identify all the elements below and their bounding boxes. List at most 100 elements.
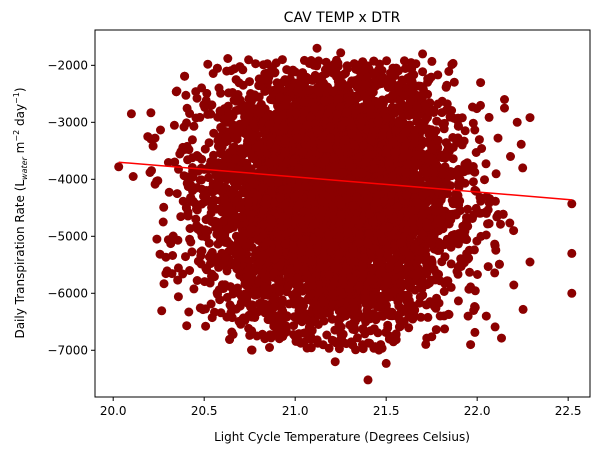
data-point: [518, 304, 528, 314]
data-point: [497, 333, 506, 343]
data-point: [208, 187, 218, 197]
data-point: [429, 264, 439, 274]
data-point: [383, 323, 393, 333]
data-point: [173, 263, 183, 273]
data-point: [181, 90, 191, 100]
data-point: [199, 100, 209, 110]
data-point: [204, 173, 214, 183]
data-point: [416, 312, 426, 322]
data-point: [465, 267, 475, 277]
data-point: [470, 327, 480, 337]
data-point: [415, 91, 425, 101]
data-point: [161, 269, 171, 279]
data-point: [433, 70, 443, 80]
data-point: [169, 120, 179, 130]
data-point: [251, 59, 261, 69]
data-point: [431, 325, 441, 335]
data-point: [161, 252, 171, 262]
data-point: [424, 75, 434, 84]
data-point: [295, 69, 305, 79]
data-point: [352, 314, 362, 323]
data-point: [187, 247, 197, 257]
data-point: [173, 235, 183, 245]
data-point: [432, 116, 442, 126]
data-point: [444, 66, 454, 76]
data-point: [197, 184, 207, 194]
data-point: [490, 322, 500, 332]
data-point: [481, 159, 491, 169]
data-point: [459, 167, 469, 177]
data-point: [146, 108, 156, 118]
data-point: [192, 276, 202, 285]
data-point: [259, 290, 269, 300]
data-point: [201, 321, 211, 331]
data-point: [164, 187, 174, 197]
data-point: [229, 64, 239, 74]
data-point: [481, 230, 491, 240]
data-point: [299, 55, 309, 65]
data-point: [156, 125, 165, 135]
data-point: [490, 241, 500, 251]
data-point: [343, 81, 353, 91]
data-point: [197, 83, 207, 93]
data-point: [423, 312, 433, 322]
data-point: [173, 292, 183, 302]
data-point: [210, 307, 219, 317]
data-point: [472, 104, 482, 114]
data-point: [446, 259, 456, 269]
data-point: [484, 112, 494, 122]
data-points: [114, 43, 577, 385]
data-point: [207, 100, 217, 110]
data-point: [245, 330, 255, 340]
data-point: [418, 290, 428, 300]
data-point: [263, 315, 273, 325]
data-point: [182, 321, 192, 331]
data-point: [474, 135, 484, 145]
data-point: [463, 204, 473, 214]
data-point: [506, 152, 515, 161]
data-point: [159, 279, 169, 289]
data-point: [192, 93, 202, 103]
data-point: [334, 344, 344, 354]
data-point: [206, 109, 216, 119]
data-point: [453, 296, 463, 306]
data-point: [371, 315, 381, 325]
data-point: [182, 141, 192, 151]
data-point: [244, 256, 254, 266]
data-point: [197, 199, 207, 209]
data-point: [204, 138, 214, 148]
data-point: [209, 128, 219, 138]
data-point: [228, 111, 238, 121]
data-point: [427, 56, 437, 66]
data-point: [373, 328, 383, 338]
data-point: [215, 295, 225, 305]
data-point: [470, 125, 480, 135]
data-point: [306, 56, 316, 65]
data-point: [450, 230, 460, 239]
data-point: [302, 343, 312, 353]
data-point: [496, 219, 505, 229]
data-point: [216, 142, 226, 152]
data-point: [273, 80, 283, 89]
data-point: [525, 257, 535, 267]
data-point: [222, 266, 232, 276]
data-point: [342, 61, 352, 71]
data-point: [182, 172, 191, 182]
data-point: [483, 262, 493, 272]
data-point: [195, 112, 205, 122]
data-point: [472, 270, 482, 279]
data-point: [434, 226, 444, 236]
data-point: [477, 144, 487, 153]
data-point: [265, 343, 274, 352]
data-point: [460, 126, 470, 136]
data-point: [431, 126, 441, 136]
data-point: [335, 335, 345, 345]
data-point: [172, 189, 182, 199]
data-point: [292, 98, 302, 108]
data-point: [306, 335, 316, 345]
data-point: [176, 212, 186, 222]
data-point: [399, 91, 409, 101]
data-point: [403, 291, 413, 301]
data-point: [244, 55, 254, 65]
